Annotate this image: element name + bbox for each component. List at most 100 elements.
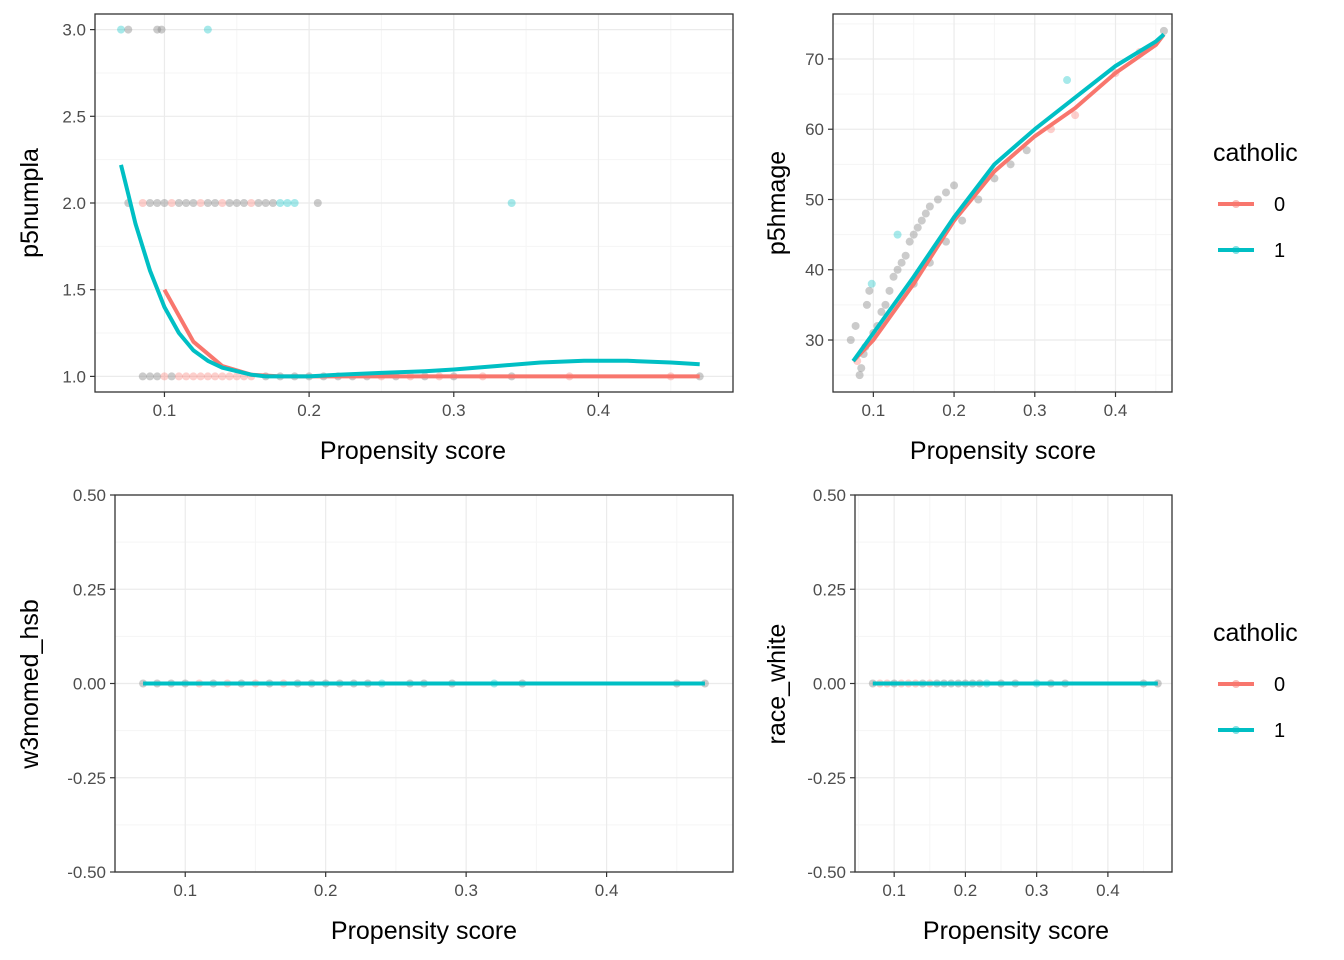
data-point <box>865 286 874 295</box>
data-point <box>942 188 950 197</box>
data-point <box>1063 76 1072 85</box>
y-tick-label: 50 <box>805 190 824 209</box>
data-point <box>174 199 183 207</box>
data-point <box>196 372 205 381</box>
data-point <box>1071 111 1080 120</box>
y-tick-label: 0.00 <box>73 675 106 694</box>
data-point <box>885 286 894 295</box>
data-point <box>1159 26 1168 35</box>
data-point <box>1006 160 1015 169</box>
legend-key-0 <box>1218 680 1254 688</box>
legend-top: catholic 0 1 <box>1213 139 1298 262</box>
legend-point-0 <box>1232 680 1240 688</box>
legend-key-1 <box>1218 726 1254 734</box>
data-point <box>203 25 212 34</box>
data-point <box>897 258 906 267</box>
y-tick-label: 70 <box>805 50 824 69</box>
x-axis-title: Propensity score <box>923 917 1109 945</box>
x-tick-label: 0.2 <box>314 881 338 900</box>
x-tick-label: 0.1 <box>173 881 197 900</box>
data-point <box>160 372 169 381</box>
data-point <box>254 199 263 207</box>
y-tick-label: 60 <box>805 120 824 139</box>
x-axis-title: Propensity score <box>331 917 517 945</box>
data-point <box>203 372 212 381</box>
x-tick-label: 0.3 <box>442 401 466 420</box>
x-tick-label: 0.2 <box>942 401 966 420</box>
data-point <box>974 195 983 204</box>
data-point <box>268 199 277 207</box>
data-point <box>157 25 166 34</box>
y-tick-label: 0.50 <box>813 486 846 505</box>
legend-key-0 <box>1218 200 1254 208</box>
data-point <box>211 372 220 381</box>
y-tick-label: 0.25 <box>813 580 846 599</box>
data-point <box>153 25 162 34</box>
x-tick-label: 0.4 <box>587 401 611 420</box>
data-point <box>889 272 898 281</box>
data-point <box>211 199 220 207</box>
legend-title: catholic <box>1213 619 1298 647</box>
panel-p5numpla: 0.1 0.2 0.3 0.4 1.0 1.5 2.0 2.5 3.0 Propensity s… <box>16 13 734 465</box>
x-tick-label: 0.1 <box>882 881 906 900</box>
y-tick-label: 0.50 <box>73 486 106 505</box>
data-point <box>276 199 285 207</box>
legend-label-1: 1 <box>1274 240 1285 262</box>
panel-border <box>832 13 1173 393</box>
data-point <box>247 199 256 207</box>
x-tick-label: 0.1 <box>153 401 177 420</box>
x-tick-label: 0.4 <box>1104 401 1128 420</box>
data-point <box>1022 146 1031 155</box>
y-tick-label: -0.25 <box>807 769 846 788</box>
data-point <box>857 364 866 373</box>
data-point <box>851 321 860 330</box>
data-point <box>153 199 162 207</box>
data-point <box>925 202 934 211</box>
data-point <box>182 199 191 207</box>
data-point <box>232 199 241 207</box>
data-point <box>958 216 967 225</box>
data-point <box>167 199 176 207</box>
data-point <box>846 336 855 345</box>
x-tick-label: 0.4 <box>1096 881 1120 900</box>
series-line-0 <box>851 33 1166 363</box>
data-point <box>189 372 198 381</box>
y-axis-title: p5numpla <box>16 148 44 258</box>
y-tick-label: 40 <box>805 261 824 280</box>
data-point <box>138 372 147 381</box>
legend-bottom: catholic 0 1 <box>1213 619 1298 742</box>
data-point <box>893 230 902 239</box>
legend-point-0 <box>1232 200 1240 208</box>
legend-label-0: 0 <box>1274 194 1285 216</box>
legend-key-1 <box>1218 246 1254 254</box>
y-tick-label: -0.50 <box>807 863 846 882</box>
y-tick-label: 3.0 <box>62 21 86 40</box>
x-tick-label: 0.1 <box>862 401 886 420</box>
data-point <box>905 237 914 246</box>
data-point <box>218 199 227 207</box>
x-tick-label: 0.3 <box>1023 401 1047 420</box>
data-point <box>167 372 176 381</box>
panel-w3momed-hsb: 0.1 0.2 0.3 0.4 -0.50 -0.25 0.00 0.25 0.50 Prope… <box>16 486 734 945</box>
data-point <box>290 199 299 207</box>
data-point <box>124 25 133 34</box>
data-point <box>933 195 942 204</box>
series-line-1 <box>851 32 1166 363</box>
data-point <box>203 199 212 207</box>
legend-point-1 <box>1232 246 1240 254</box>
data-point <box>160 199 169 207</box>
data-point <box>174 372 183 381</box>
data-point <box>881 300 890 309</box>
y-tick-label: 1.0 <box>62 367 86 386</box>
data-point <box>313 199 322 207</box>
x-tick-label: 0.2 <box>954 881 978 900</box>
data-point <box>855 371 864 380</box>
data-point <box>189 199 198 207</box>
data-point <box>117 25 126 34</box>
data-point <box>138 199 147 207</box>
x-axis-title: Propensity score <box>320 437 506 465</box>
y-tick-label: 1.5 <box>62 281 86 300</box>
y-tick-label: 0.25 <box>73 580 106 599</box>
